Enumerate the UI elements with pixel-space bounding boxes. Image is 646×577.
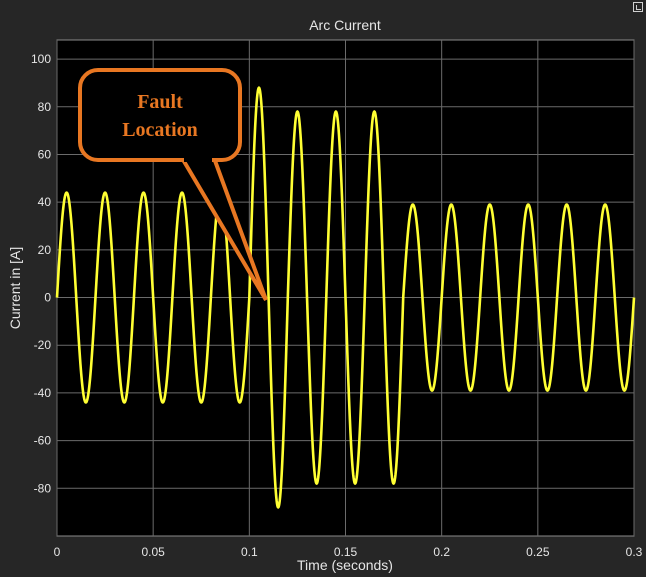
- callout-text-line1: Fault: [137, 91, 183, 113]
- x-tick-label: 0.05: [141, 545, 165, 559]
- x-tick-label: 0.1: [241, 545, 258, 559]
- x-axis-label: Time (seconds): [297, 557, 393, 573]
- callout-text-line2: Location: [122, 119, 198, 141]
- y-tick-label: 100: [31, 52, 51, 66]
- x-tick-label: 0.25: [526, 545, 550, 559]
- arc-current-trace: [55, 86, 636, 509]
- y-tick-label: 20: [38, 243, 52, 257]
- x-tick-label: 0.15: [334, 545, 358, 559]
- fault-location-callout: Fault Location: [78, 68, 268, 302]
- y-tick-label: 0: [44, 291, 51, 305]
- callout-joint-mask: [184, 150, 212, 162]
- y-tick-label: -60: [34, 434, 52, 448]
- y-tick-label: -80: [34, 481, 52, 495]
- y-tick-label: 40: [38, 195, 52, 209]
- y-tick-label: 60: [38, 147, 52, 161]
- x-tick-label: 0.3: [626, 545, 643, 559]
- y-tick-label: -20: [34, 338, 52, 352]
- y-tick-label: 80: [38, 100, 52, 114]
- undock-icon[interactable]: [633, 2, 643, 12]
- y-tick-label: -40: [34, 386, 52, 400]
- x-tick-label: 0.2: [433, 545, 450, 559]
- x-tick-label: 0: [54, 545, 61, 559]
- callout-box: [78, 68, 242, 162]
- y-axis-label: Current in [A]: [7, 247, 23, 329]
- chart-title: Arc Current: [309, 17, 381, 33]
- tick-labels: 0 0.05 0.1 0.15 0.2 0.25 0.3 100 80 60 40 20 0 -20 -40…: [31, 52, 643, 559]
